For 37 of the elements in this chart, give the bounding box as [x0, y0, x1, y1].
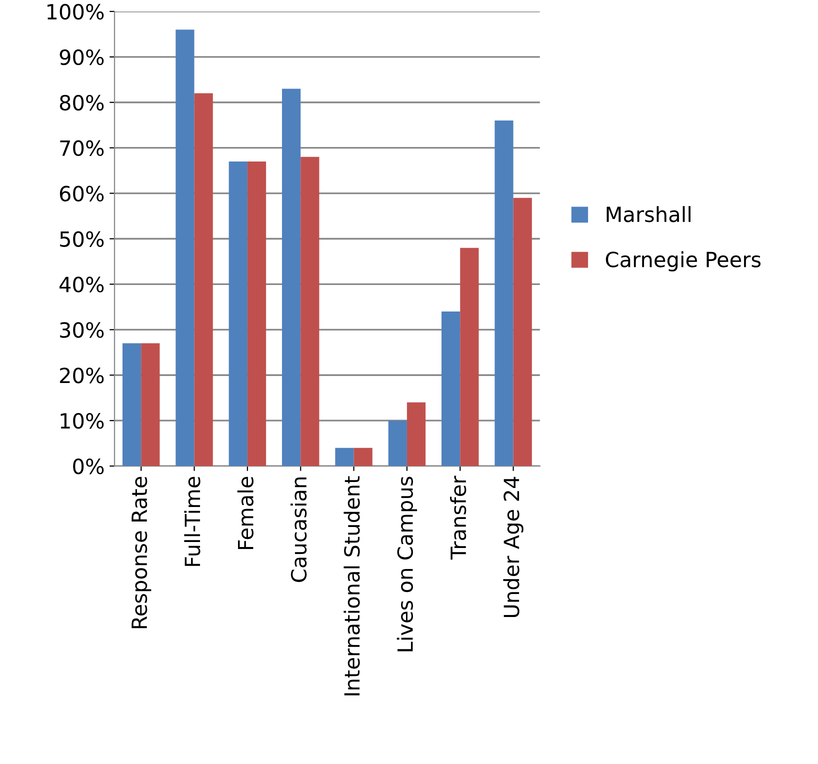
x-tick-label: Female	[237, 476, 254, 550]
bar	[247, 161, 266, 466]
y-tick-label: 90%	[60, 49, 104, 66]
y-tick-label: 80%	[60, 94, 104, 111]
bar	[141, 343, 160, 466]
x-tick-label: International Student	[344, 476, 360, 696]
x-tick-label: Caucasian	[290, 478, 307, 582]
y-tick-label: 40%	[60, 276, 104, 292]
x-tick-label: Transfer	[450, 476, 466, 560]
y-tick-label: 0%	[73, 458, 104, 474]
bar	[406, 402, 426, 466]
bar	[442, 311, 460, 466]
bar	[194, 93, 213, 466]
x-tick-label: Response Rate	[132, 476, 152, 628]
bar	[335, 448, 354, 466]
bar	[300, 156, 320, 466]
legend-label: Marshall	[606, 206, 690, 222]
x-tick-label: Full-Time	[184, 476, 200, 566]
y-tick-label: 30%	[60, 322, 104, 338]
bar	[354, 448, 372, 466]
bar	[176, 30, 194, 466]
bar	[513, 198, 532, 466]
y-tick-label: 20%	[60, 368, 104, 384]
bar	[388, 420, 407, 466]
y-tick-label: 50%	[60, 231, 104, 247]
bar	[460, 248, 479, 466]
y-tick-label: 100%	[48, 4, 104, 20]
y-tick-label: 60%	[60, 186, 104, 202]
bar	[228, 161, 248, 466]
x-tick-label: Under Age 24	[503, 476, 524, 618]
x-tick-label: Lives on Campus	[396, 476, 418, 652]
bar	[282, 88, 301, 466]
y-tick-label: 10%	[60, 413, 104, 429]
y-tick-label: 70%	[60, 140, 104, 156]
bar	[494, 120, 514, 466]
legend-label: Carnegie Peers	[606, 251, 761, 272]
bar	[122, 343, 142, 466]
